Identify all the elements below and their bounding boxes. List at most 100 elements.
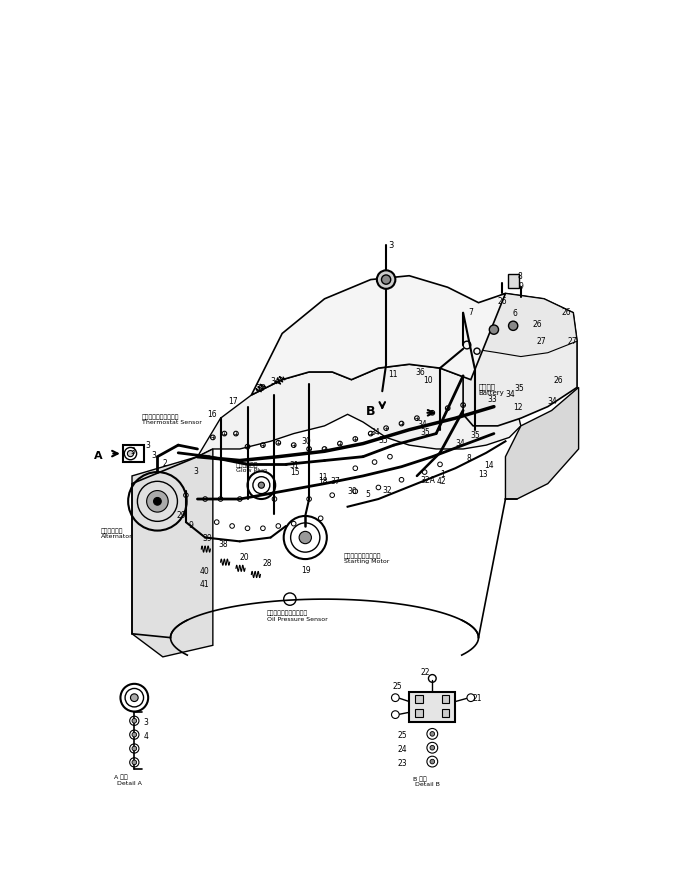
Text: 2: 2	[163, 459, 168, 468]
Text: Glow Plug: Glow Plug	[236, 468, 267, 473]
Polygon shape	[132, 449, 213, 657]
Circle shape	[392, 711, 399, 719]
Text: 41: 41	[200, 579, 209, 589]
Circle shape	[132, 760, 137, 765]
Text: 18: 18	[318, 478, 328, 486]
Text: 9: 9	[188, 521, 193, 530]
Text: A: A	[94, 450, 103, 461]
Text: 6: 6	[512, 309, 518, 318]
Text: 34: 34	[371, 428, 380, 437]
Text: 3: 3	[143, 719, 149, 727]
Text: 17: 17	[228, 397, 238, 406]
Text: 42: 42	[436, 478, 446, 486]
Circle shape	[430, 759, 435, 764]
Text: 8: 8	[517, 272, 522, 281]
Circle shape	[147, 491, 168, 512]
Text: 27: 27	[536, 338, 546, 346]
Text: 25: 25	[392, 681, 402, 690]
Text: 11: 11	[388, 369, 398, 378]
Text: 29: 29	[177, 510, 186, 519]
Text: 39: 39	[203, 533, 213, 542]
Circle shape	[127, 450, 133, 456]
Text: Battery: Battery	[479, 390, 504, 396]
Text: 14: 14	[485, 461, 494, 470]
Text: 8: 8	[467, 455, 472, 463]
Circle shape	[299, 532, 312, 544]
Text: 26: 26	[554, 376, 563, 385]
Text: オイルプレッシャセンサ: オイルプレッシャセンサ	[267, 610, 308, 617]
Text: B: B	[366, 405, 376, 418]
Circle shape	[153, 497, 162, 505]
Polygon shape	[463, 293, 577, 426]
Text: 26: 26	[498, 298, 507, 307]
Polygon shape	[463, 293, 577, 356]
Text: 32A: 32A	[421, 476, 435, 485]
Text: Detail B: Detail B	[415, 782, 440, 788]
Text: 35: 35	[421, 428, 431, 437]
Bar	[415, 696, 423, 703]
Circle shape	[131, 694, 138, 702]
Text: 34: 34	[271, 377, 281, 386]
Text: スターティングモータ: スターティングモータ	[344, 553, 382, 558]
Bar	[441, 709, 450, 717]
Circle shape	[377, 270, 395, 289]
Text: Alternator: Alternator	[101, 534, 133, 540]
Text: Oil Pressure Sensor: Oil Pressure Sensor	[267, 617, 328, 622]
Text: 36: 36	[415, 368, 425, 377]
Text: バッテリ: バッテリ	[479, 384, 495, 390]
Circle shape	[132, 746, 137, 750]
Polygon shape	[505, 387, 579, 499]
Text: 25: 25	[398, 731, 407, 740]
Text: 12: 12	[513, 403, 523, 412]
Bar	[441, 696, 450, 703]
Text: 34: 34	[505, 390, 516, 399]
Text: 38: 38	[218, 540, 228, 548]
Text: 13: 13	[479, 470, 488, 478]
Text: 35: 35	[471, 431, 481, 440]
Text: 9: 9	[519, 282, 524, 291]
Text: 31: 31	[290, 461, 299, 470]
Text: 10: 10	[423, 376, 433, 385]
Bar	[122, 445, 144, 462]
Text: 34: 34	[456, 439, 465, 448]
Text: オルタネータ: オルタネータ	[101, 528, 124, 534]
Text: 3: 3	[151, 451, 156, 461]
Text: 26: 26	[532, 321, 542, 330]
Text: 15: 15	[290, 468, 299, 478]
Text: 20: 20	[240, 553, 250, 562]
Text: 27: 27	[567, 338, 577, 346]
Polygon shape	[197, 364, 521, 456]
Bar	[507, 274, 519, 288]
Text: 34: 34	[548, 398, 557, 407]
Circle shape	[430, 745, 435, 750]
Text: 16: 16	[207, 410, 217, 419]
Circle shape	[509, 321, 518, 330]
Circle shape	[132, 733, 137, 737]
Text: サーモスタットセンサ: サーモスタットセンサ	[142, 415, 180, 420]
Text: 22: 22	[421, 668, 430, 678]
Text: 37: 37	[330, 478, 341, 486]
Text: 5: 5	[365, 490, 370, 499]
Text: Starting Motor: Starting Motor	[344, 559, 389, 564]
Text: 3: 3	[146, 440, 151, 449]
Text: 40: 40	[200, 567, 209, 576]
Text: Detail A: Detail A	[116, 781, 141, 786]
Text: 28: 28	[263, 559, 273, 568]
Text: 26: 26	[562, 308, 571, 317]
Text: 1: 1	[440, 470, 445, 478]
Text: 3: 3	[388, 241, 394, 250]
Text: 24: 24	[398, 744, 407, 754]
Text: 3: 3	[194, 467, 199, 476]
Circle shape	[132, 719, 137, 723]
Text: 11: 11	[318, 473, 328, 482]
Text: 35: 35	[514, 384, 524, 392]
Circle shape	[392, 694, 399, 702]
Circle shape	[430, 732, 435, 736]
Polygon shape	[251, 276, 505, 395]
Bar	[415, 709, 423, 717]
Text: 7: 7	[468, 308, 473, 317]
Text: 30: 30	[348, 487, 357, 496]
Circle shape	[489, 325, 499, 334]
Text: 33: 33	[488, 395, 497, 404]
Text: 35: 35	[255, 384, 265, 392]
